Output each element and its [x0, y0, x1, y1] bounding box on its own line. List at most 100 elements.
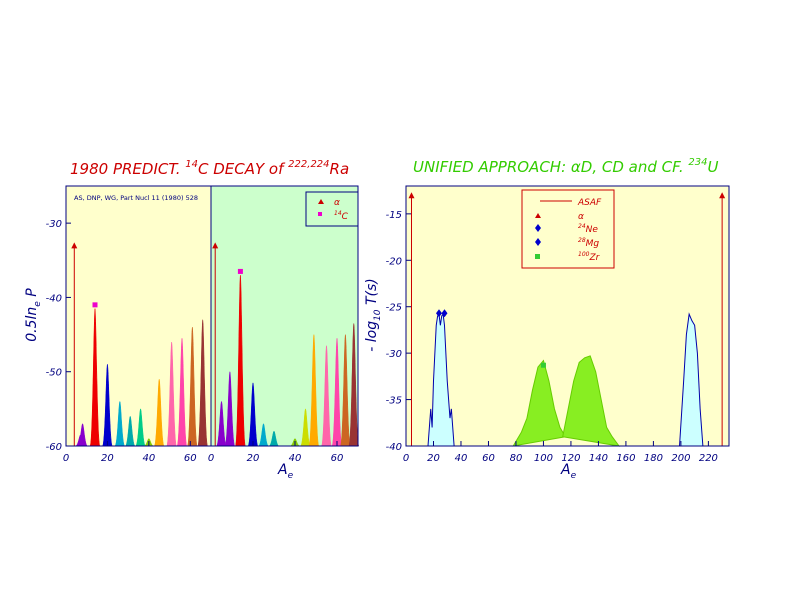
right-marker	[719, 192, 726, 199]
x-tick-label: 40	[289, 453, 302, 464]
c14-point	[237, 268, 243, 274]
left-ylabel: 0.5lne P	[24, 288, 43, 342]
alpha-marker	[71, 242, 78, 249]
peak-11	[187, 326, 198, 447]
peak-1	[77, 423, 88, 447]
alpha-marker	[408, 192, 415, 199]
x-tick-label: 100	[534, 453, 553, 464]
peak-11	[340, 334, 351, 447]
peak-5	[125, 416, 136, 447]
right-legend-mg-sup: 28	[578, 237, 586, 244]
right-ylabel-prefix: - log	[364, 321, 380, 352]
x-tick-label: 20	[247, 453, 260, 464]
right-title-alpha: α	[571, 158, 581, 176]
x-tick-label: 0	[63, 453, 69, 464]
x-tick-label: 40	[142, 453, 155, 464]
y-tick-label: -30	[386, 349, 402, 360]
left-xlabel: Ae	[277, 462, 294, 481]
right-ylabel-sub: 10	[373, 309, 383, 321]
panel-background	[211, 186, 358, 446]
x-tick-label: 40	[455, 453, 468, 464]
peak-2	[89, 308, 101, 447]
x-tick-label: 140	[589, 453, 608, 464]
peak-3	[102, 364, 113, 447]
panel-background	[406, 186, 729, 446]
right-legend-mg-label: 28Mg	[578, 237, 599, 249]
peak-10	[331, 338, 343, 447]
x-tick-label: 160	[616, 453, 635, 464]
left-legend-c14-main: C	[342, 212, 349, 222]
right-xlabel-main: A	[560, 462, 571, 478]
x-tick-label: 220	[699, 453, 718, 464]
left-title-suffix: Ra	[330, 160, 350, 178]
left-legend-c14-sup: 14	[334, 210, 342, 217]
peak-12	[197, 319, 208, 447]
alpha-marker	[212, 242, 219, 249]
left-title-prefix: 1980 PREDICT.	[70, 160, 185, 178]
right-legend-ne-marker	[535, 224, 541, 232]
peak-3	[247, 382, 259, 447]
right-legend: ASAF α 24Ne 28Mg 100Zr	[521, 189, 615, 269]
y-tick-label: -60	[46, 442, 62, 453]
left-legend-c14-marker	[318, 212, 322, 216]
x-tick-label: 0	[403, 453, 409, 464]
peak-9	[321, 345, 332, 447]
right-title-prefix: UNIFIED APPROACH:	[413, 158, 571, 176]
left-xlabel-main: A	[277, 462, 288, 478]
peak-12	[348, 323, 360, 447]
panel-frame	[405, 185, 730, 447]
y-tick-label: -20	[386, 256, 402, 267]
x-tick-label: 60	[482, 453, 495, 464]
right-legend-zr-sup: 100	[578, 251, 590, 258]
right-legend-ne-sup: 24	[578, 223, 586, 230]
peak-4	[258, 423, 269, 447]
right-legend-box	[521, 189, 615, 269]
y-tick-label: -15	[386, 210, 402, 221]
x-tick-label: 80	[510, 453, 523, 464]
left-legend: α 14C	[305, 191, 359, 227]
x-tick-label: 120	[561, 453, 580, 464]
right-legend-alpha-marker	[535, 213, 541, 218]
left-legend-c14-label: 14C	[334, 210, 349, 222]
y-tick-label: -40	[386, 442, 402, 453]
x-tick-label: 60	[184, 453, 197, 464]
panel-frame	[210, 185, 359, 447]
y-tick-label: -25	[386, 303, 402, 314]
right-legend-ne-label: 24Ne	[578, 223, 598, 235]
panel-left-2: 0 20 40 60	[208, 185, 360, 464]
y-tick-label: -30	[46, 219, 62, 230]
curve-cluster-heavy	[678, 312, 704, 447]
x-tick-label: 0	[208, 453, 214, 464]
panel-background	[66, 186, 211, 446]
y-tick-label: -35	[386, 396, 402, 407]
peak-4	[114, 401, 126, 447]
right-legend-alpha-label: α	[578, 212, 584, 222]
curve-fission-peak-2	[562, 355, 621, 447]
peak-5	[268, 430, 280, 447]
peak-9	[166, 341, 177, 447]
y-tick-label: -40	[46, 293, 62, 304]
left-title-sup1: 14	[185, 159, 198, 170]
peak-2	[235, 274, 246, 447]
right-xlabel: Ae	[560, 462, 577, 481]
left-title-sup2: 222,224	[288, 159, 329, 170]
peak-0	[216, 401, 227, 447]
c14-point	[92, 302, 98, 308]
right-legend-mg-main: Mg	[586, 239, 600, 249]
peak-10	[176, 338, 188, 447]
panel-right: 0 20 40 60 80 100 120 140 160 180 200 220 -40 -35 -30 -…	[386, 185, 730, 464]
left-xlabel-sub: e	[288, 471, 294, 481]
right-legend-asaf-label: ASAF	[577, 198, 602, 208]
x-tick-label: 180	[644, 453, 663, 464]
right-legend-mg-marker	[535, 238, 541, 246]
x-tick-label: 20	[101, 453, 114, 464]
point-24Ne	[435, 309, 442, 318]
right-xlabel-sub: e	[571, 471, 577, 481]
left-title: 1980 PREDICT. 14C DECAY of 222,224Ra	[70, 159, 349, 178]
peak-8	[154, 378, 165, 447]
right-legend-zr-label: 100Zr	[578, 251, 601, 263]
right-legend-zr-main: Zr	[588, 253, 600, 263]
left-legend-box	[305, 191, 359, 227]
plot-area: 0 20 40 60 -60 -50 -40 -30 0 20 40 60 0 20 40 60 80 100 12…	[46, 185, 730, 464]
